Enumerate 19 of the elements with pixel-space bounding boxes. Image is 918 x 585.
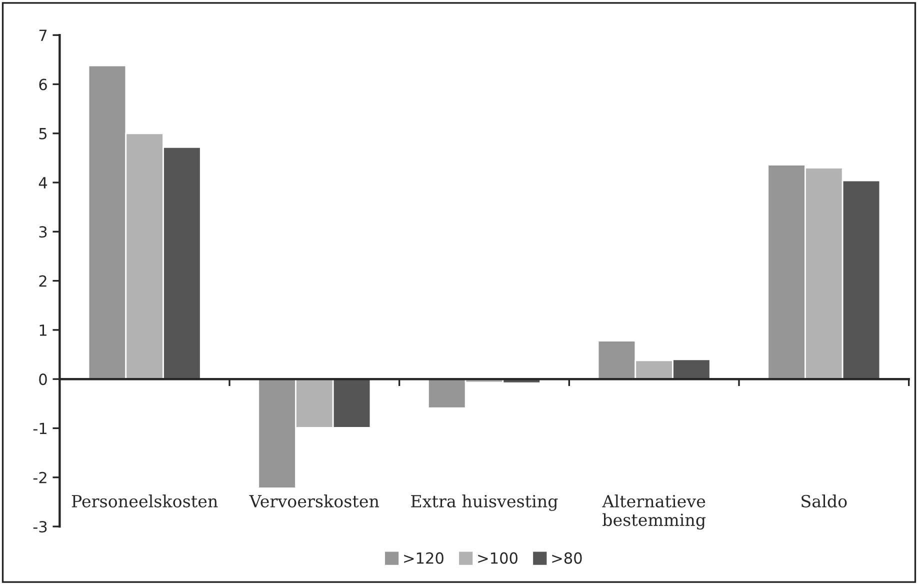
y-tick-label: 0	[39, 374, 47, 386]
y-tick-label: 1	[40, 324, 46, 336]
x-tick-label: Personeelskosten	[72, 494, 218, 508]
x-tick-label: Alternatieve bestemming	[602, 494, 706, 530]
legend-label: >80	[552, 552, 582, 564]
y-tick-label: 4	[38, 177, 48, 188]
x-tick-label: Extra huisvesting	[411, 494, 558, 511]
y-tick-label: 5	[39, 128, 47, 140]
y-tick-label: 7	[39, 30, 47, 41]
legend-label: >120	[404, 552, 444, 564]
y-tick-label: 2	[39, 275, 46, 287]
y-tick-label: -3	[33, 520, 47, 533]
y-tick-label: 3	[39, 226, 47, 238]
x-tick-label: Vervoerskosten	[249, 494, 380, 508]
y-tick-label: -2	[33, 472, 46, 484]
legend-label: >100	[478, 552, 518, 564]
y-tick-label: -1	[33, 422, 46, 434]
y-tick-label: 6	[39, 78, 47, 90]
x-tick-label: Saldo	[802, 494, 847, 508]
